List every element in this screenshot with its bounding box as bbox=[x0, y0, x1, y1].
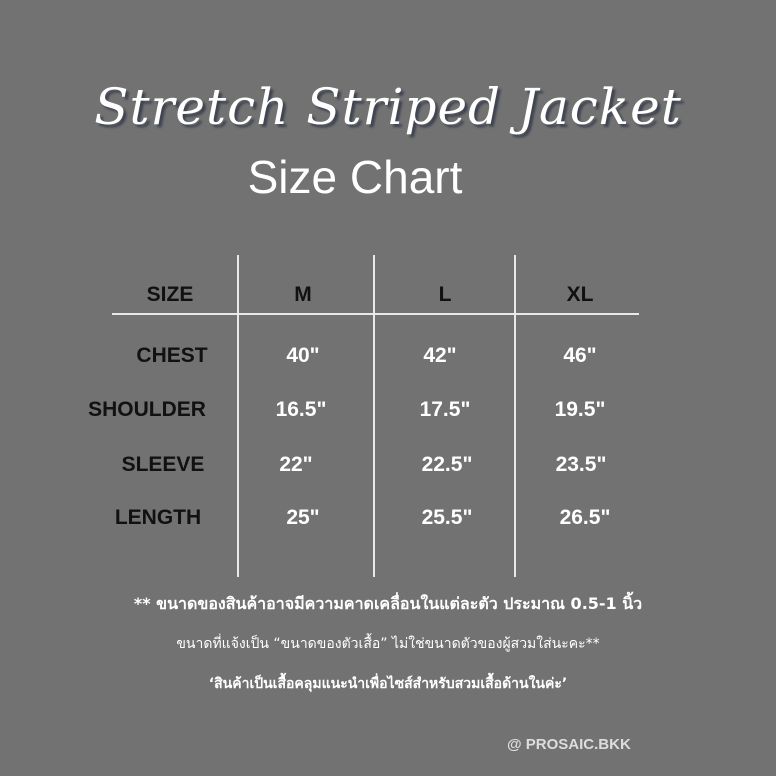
note-garment-size: ขนาดที่แจ้งเป็น “ขนาดของตัวเสื้อ” ไม่ใช่… bbox=[176, 636, 600, 652]
row-label-length: LENGTH bbox=[114, 506, 202, 529]
measurement-value: 46" bbox=[563, 344, 597, 367]
measurement-value: 25.5" bbox=[421, 506, 473, 529]
brand-handle: @ PROSAIC.BKK bbox=[507, 736, 631, 753]
row-label-shoulder: SHOULDER bbox=[88, 398, 206, 421]
subtitle: Size Chart bbox=[247, 151, 463, 203]
column-divider bbox=[373, 255, 375, 577]
measurement-value: 19.5" bbox=[554, 398, 606, 421]
row-label-chest: CHEST bbox=[136, 344, 208, 367]
note-tolerance: ** ขนาดของสินค้าอาจมีความคาดเคลื่อนในแต่… bbox=[133, 594, 643, 613]
header-l: L bbox=[438, 283, 452, 306]
row-label-sleeve: SLEEVE bbox=[121, 453, 205, 476]
header-size: SIZE bbox=[146, 283, 194, 306]
measurement-value: 26.5" bbox=[559, 506, 611, 529]
measurement-value: 25" bbox=[286, 506, 320, 529]
column-divider bbox=[514, 255, 516, 577]
measurement-value: 42" bbox=[423, 344, 457, 367]
measurement-value: 23.5" bbox=[555, 453, 607, 476]
header-m: M bbox=[294, 283, 312, 306]
note-recommendation: ‘สินค้าเป็นเสื้อคลุมแนะนำเพื่อไซส์สำหรับ… bbox=[208, 676, 568, 692]
column-divider bbox=[237, 255, 239, 577]
measurement-value: 40" bbox=[286, 344, 320, 367]
measurement-value: 22.5" bbox=[421, 453, 473, 476]
measurement-value: 17.5" bbox=[419, 398, 471, 421]
header-xl: XL bbox=[566, 283, 594, 306]
header-divider bbox=[112, 313, 639, 315]
measurement-value: 16.5" bbox=[275, 398, 327, 421]
title: Stretch Striped Jacket bbox=[94, 78, 682, 136]
measurement-value: 22" bbox=[279, 453, 313, 476]
